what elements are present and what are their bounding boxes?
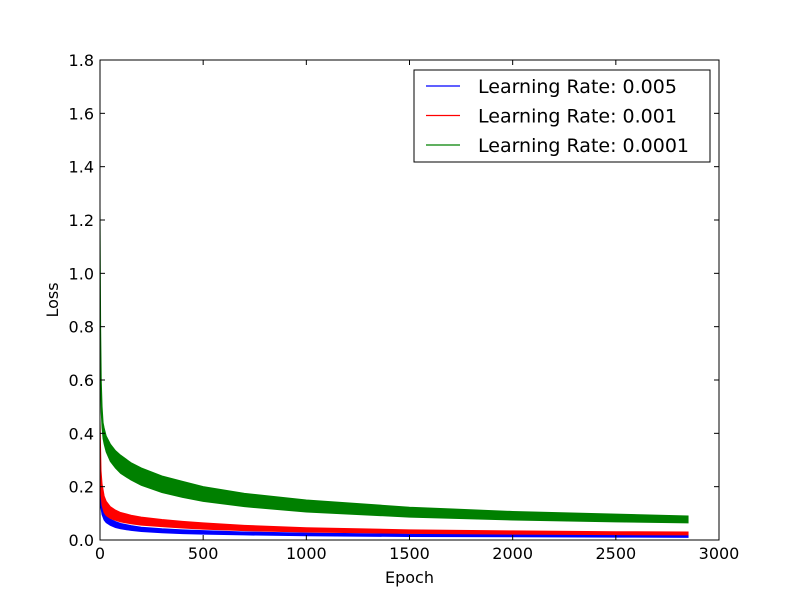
- x-tick-label: 2000: [492, 544, 533, 563]
- x-tick-label: 500: [188, 544, 219, 563]
- series-band-2: [99, 206, 689, 524]
- x-tick-label: 0: [95, 544, 105, 563]
- x-tick-label: 1500: [389, 544, 430, 563]
- y-tick-label: 0.0: [69, 531, 94, 550]
- y-tick-label: 0.6: [69, 371, 94, 390]
- series-band-1: [99, 419, 689, 536]
- y-tick-label: 1.0: [69, 264, 94, 283]
- y-axis-label: Loss: [43, 282, 62, 317]
- y-tick-label: 1.4: [69, 158, 94, 177]
- legend: Learning Rate: 0.005 Learning Rate: 0.001…: [413, 69, 711, 163]
- y-tick-label: 1.6: [69, 104, 94, 123]
- legend-label-2: Learning Rate: 0.0001: [478, 135, 689, 157]
- x-tick-label: 1000: [286, 544, 327, 563]
- series-band-0: [99, 486, 689, 538]
- legend-label-0: Learning Rate: 0.005: [478, 76, 677, 98]
- legend-label-1: Learning Rate: 0.001: [478, 106, 677, 128]
- y-tick-label: 1.2: [69, 211, 94, 230]
- series-bands: [99, 206, 689, 538]
- x-axis-label: Epoch: [385, 568, 434, 587]
- axis-ticks: 0 500 1000 1500 2000 2500 3000 0.0 0.2 0.4 0.6 0.8 1…: [69, 51, 740, 563]
- y-tick-label: 0.2: [69, 478, 94, 497]
- x-tick-label: 3000: [699, 544, 740, 563]
- legend-box: [413, 69, 711, 163]
- y-tick-label: 0.4: [69, 424, 94, 443]
- y-tick-label: 1.8: [69, 51, 94, 70]
- x-tick-label: 2500: [595, 544, 636, 563]
- y-tick-label: 0.8: [69, 318, 94, 337]
